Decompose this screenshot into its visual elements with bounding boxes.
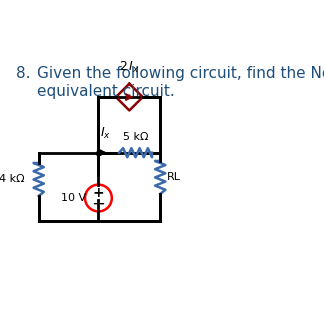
Text: $I_x$: $I_x$	[100, 126, 111, 141]
Text: 8.: 8.	[16, 66, 30, 81]
Text: $2\,I_x$: $2\,I_x$	[119, 60, 140, 75]
Text: +: +	[93, 186, 104, 200]
Text: 10 V: 10 V	[61, 193, 86, 203]
Text: 4 kΩ: 4 kΩ	[0, 174, 24, 185]
Text: Given the following circuit, find the Norton
equivalent circuit.: Given the following circuit, find the No…	[37, 66, 324, 98]
Text: RL: RL	[167, 172, 180, 183]
Text: 5 kΩ: 5 kΩ	[123, 132, 148, 142]
Text: −: −	[91, 194, 105, 212]
